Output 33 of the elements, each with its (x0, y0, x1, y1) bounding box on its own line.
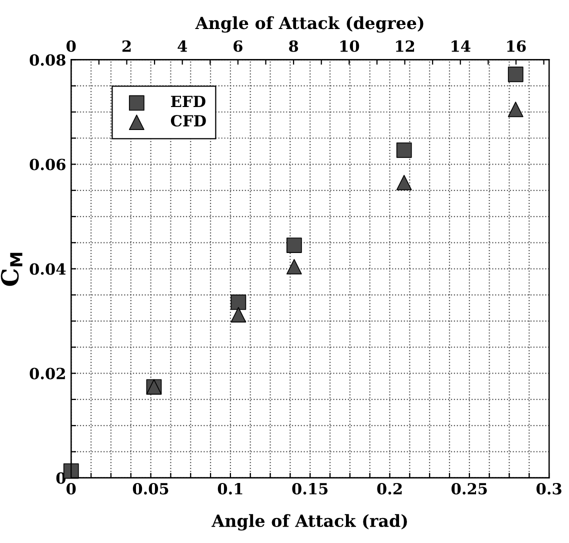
point (508, 66, 524, 82)
x-tick-label: 0.3 (536, 482, 562, 495)
x-tick-label: 0.25 (452, 482, 487, 495)
x2-tick-label: 2 (122, 40, 131, 52)
x-axis-title: Angle of Attack (rad) (212, 514, 407, 531)
point (396, 142, 412, 158)
x2-tick-label: 8 (289, 40, 298, 52)
x2-tick-label: 16 (507, 40, 526, 52)
x-tick-label: 0.05 (132, 482, 168, 495)
x-tick-label: 0.1 (218, 482, 242, 495)
y-tick-label: 0.06 (30, 158, 66, 170)
point (286, 258, 302, 274)
point (230, 307, 246, 322)
x2-tick-label: 6 (234, 40, 242, 52)
x-tick-label: 0.15 (292, 482, 328, 495)
x2-axis-title: Angle of Attack (degree) (195, 16, 424, 33)
legend-label: EFD (170, 96, 206, 107)
x-tick-label: 0 (66, 482, 76, 495)
x2-tick-label: 10 (340, 40, 360, 52)
x2-tick-label: 14 (452, 40, 470, 52)
x2-tick-label: 12 (396, 40, 414, 52)
y-tick-label: 0.04 (30, 263, 66, 275)
y-tick-label: 0.08 (30, 54, 66, 66)
x2-tick-label: 0 (66, 40, 76, 52)
y-tick-label: 0.02 (30, 368, 65, 380)
x-tick-label: 0.2 (377, 482, 402, 495)
legend-label: CFD (170, 114, 206, 127)
point (286, 238, 302, 253)
y-axis-title: C$_{M}$ (0, 252, 22, 286)
point (396, 174, 412, 190)
x2-tick-label: 4 (178, 40, 188, 52)
point (230, 294, 246, 310)
point (508, 102, 524, 118)
